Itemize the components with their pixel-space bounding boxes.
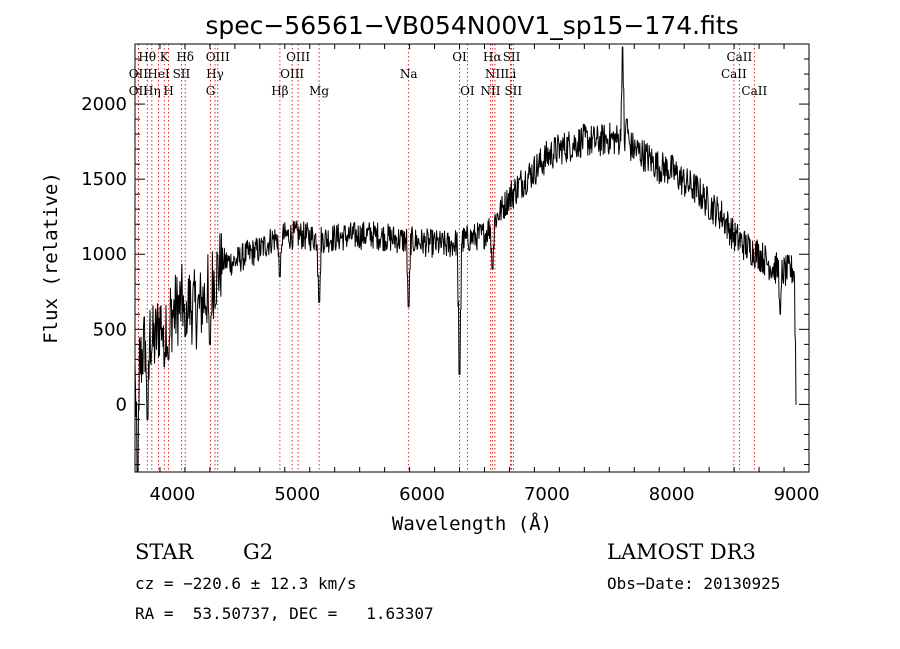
line-label: H xyxy=(163,84,173,98)
line-label: Hα xyxy=(483,50,502,64)
line-label: Hβ xyxy=(271,84,288,98)
spectral-subclass: G2 xyxy=(243,540,274,564)
x-axis-label: Wavelength (Å) xyxy=(392,512,552,535)
y-axis-ticks: 0 500 1000 1500 2000 xyxy=(81,43,809,465)
x-tick-label: 4000 xyxy=(150,484,196,505)
x-tick-label: 6000 xyxy=(399,484,445,505)
y-axis-label: Flux (relative) xyxy=(40,172,62,344)
x-tick-label: 9000 xyxy=(774,484,820,505)
plot-frame xyxy=(134,43,810,473)
coordinates: RA = 53.50737, DEC = 1.63307 xyxy=(135,604,434,623)
line-label: CaII xyxy=(721,67,747,81)
line-label: CaII xyxy=(726,50,752,64)
line-label: NII xyxy=(485,67,505,81)
spectrum-series xyxy=(134,46,797,473)
line-label: Mg xyxy=(309,84,329,98)
x-tick-label: 7000 xyxy=(524,484,570,505)
line-label: OIII xyxy=(206,50,230,64)
line-label: Hθ xyxy=(138,50,156,64)
line-label: K xyxy=(160,50,170,64)
line-label: OIII xyxy=(286,50,310,64)
line-label: OII xyxy=(129,84,149,98)
line-label: Hδ xyxy=(176,50,194,64)
x-tick-label: 8000 xyxy=(649,484,695,505)
line-label: OIII xyxy=(280,67,304,81)
chart-title: spec−56561−VB054N00V1_sp15−174.fits xyxy=(205,11,738,40)
line-label: SII xyxy=(503,50,521,64)
spectrum-line xyxy=(134,46,797,473)
line-label: Na xyxy=(400,67,418,81)
line-label: G xyxy=(206,84,216,98)
x-tick-label: 5000 xyxy=(274,484,320,505)
observation-date: Obs−Date: 20130925 xyxy=(607,574,781,593)
y-tick-label: 0 xyxy=(116,394,127,415)
line-label: Li xyxy=(505,67,517,81)
redshift-value: cz = −220.6 ± 12.3 km/s xyxy=(135,574,357,593)
line-label: NII xyxy=(480,84,500,98)
survey-name: LAMOST DR3 xyxy=(607,540,756,564)
x-axis-ticks: 4000 5000 6000 7000 8000 9000 xyxy=(134,44,820,505)
y-tick-label: 1000 xyxy=(81,244,127,265)
line-label: OI xyxy=(460,84,475,98)
y-tick-label: 500 xyxy=(93,319,127,340)
line-label: SII xyxy=(173,67,191,81)
line-label: OI xyxy=(452,50,467,64)
y-tick-label: 1500 xyxy=(81,169,127,190)
object-type: STAR xyxy=(135,540,194,564)
line-label: Hη xyxy=(143,84,161,98)
line-label: HeI xyxy=(147,67,170,81)
line-label: Hγ xyxy=(206,67,224,81)
line-label: SII xyxy=(504,84,522,98)
line-label: CaII xyxy=(741,84,767,98)
y-tick-label: 2000 xyxy=(81,94,127,115)
